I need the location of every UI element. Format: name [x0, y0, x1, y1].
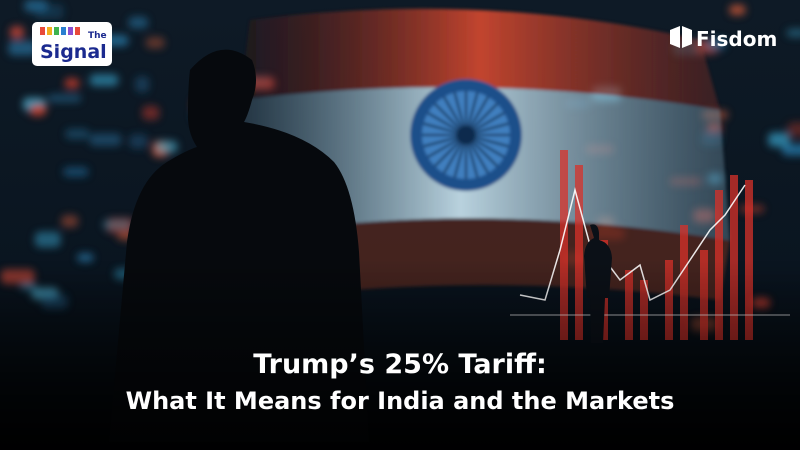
bokeh-light [34, 231, 61, 248]
bokeh-light [65, 128, 90, 140]
chakra-spoke [423, 122, 467, 136]
bokeh-light [129, 134, 148, 149]
chakra-spoke [465, 134, 509, 148]
chakra-spoke [453, 134, 467, 178]
chakra-spoke [443, 134, 467, 174]
logo-bar [54, 27, 59, 35]
bokeh-light [29, 105, 46, 117]
bokeh-light [102, 219, 132, 230]
bokeh-light [47, 94, 82, 103]
bokeh-light [135, 76, 150, 93]
fisdom-logo: Fisdom [670, 26, 777, 51]
chakra-spoke [465, 134, 489, 174]
chakra-spoke [465, 122, 509, 136]
logo-bar [75, 27, 80, 35]
bokeh-light [89, 133, 122, 147]
logo-bar [61, 27, 66, 35]
bokeh-light [768, 132, 790, 147]
bokeh-light [729, 4, 746, 16]
fisdom-icon [670, 26, 692, 48]
chakra-spoke [427, 112, 467, 136]
market-bar [560, 150, 568, 340]
bokeh-light [145, 36, 165, 49]
bokeh-light [787, 122, 800, 137]
bokeh-light [63, 167, 89, 177]
logo-the: The [88, 31, 107, 41]
headline-line-2: What It Means for India and the Markets [126, 387, 675, 415]
chakra-spoke [465, 112, 505, 136]
bokeh-light [61, 215, 79, 228]
bokeh-light [786, 28, 800, 38]
bokeh-light [142, 105, 160, 120]
logo-bar [68, 27, 73, 35]
signal-logo: The Signal [32, 22, 112, 66]
chakra-spoke [465, 103, 498, 136]
chakra-spoke [427, 134, 467, 158]
logo-bars [40, 27, 80, 35]
bokeh-light [9, 26, 25, 39]
chakra-spoke [465, 134, 498, 167]
chakra-spoke [465, 96, 489, 136]
chakra-spoke [443, 96, 467, 136]
chakra-spoke [453, 92, 467, 136]
chakra [410, 79, 522, 191]
bottom-fade [0, 260, 800, 450]
bokeh-light [8, 40, 37, 56]
bokeh-light [64, 77, 80, 89]
logo-bar [40, 27, 45, 35]
fisdom-name: Fisdom [696, 27, 777, 51]
logo-name: Signal [40, 41, 107, 63]
flag [240, 8, 730, 300]
flag-saffron [240, 8, 720, 110]
bokeh-light [89, 74, 119, 87]
chakra-spoke [465, 134, 505, 158]
chakra-spoke [423, 134, 467, 148]
market-bar [575, 165, 583, 340]
market-bar [730, 175, 738, 340]
bokeh-light [76, 252, 94, 263]
bokeh-light [156, 140, 178, 153]
chakra-spoke [434, 134, 467, 167]
chakra-spoke [465, 92, 479, 136]
chakra-spoke [465, 134, 479, 178]
bokeh-light [34, 4, 64, 20]
headline-line-1: Trump’s 25% Tariff: [253, 349, 547, 380]
bokeh-light [706, 38, 726, 50]
bokeh-light [128, 16, 149, 29]
logo-bar [47, 27, 52, 35]
bokeh-light [781, 143, 800, 156]
chakra-spoke [434, 103, 467, 136]
